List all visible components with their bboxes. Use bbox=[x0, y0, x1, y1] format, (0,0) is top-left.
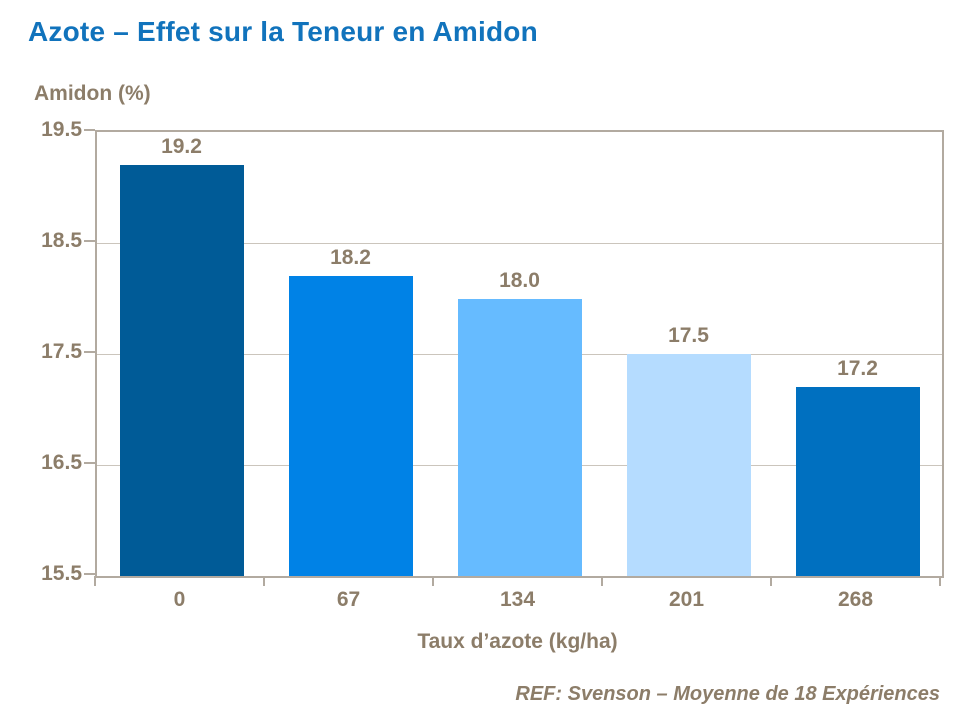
y-tick-mark bbox=[84, 462, 95, 464]
y-axis-title: Amidon (%) bbox=[34, 82, 151, 105]
x-tick-mark bbox=[263, 576, 265, 586]
bar-value-label: 19.2 bbox=[161, 135, 202, 159]
bar bbox=[795, 387, 920, 576]
y-tick-label: 16.5 bbox=[41, 451, 82, 474]
bar-value-label: 18.2 bbox=[330, 246, 371, 270]
y-tick-mark bbox=[84, 129, 95, 131]
bar bbox=[626, 354, 751, 576]
y-tick-mark bbox=[84, 351, 95, 353]
x-tick-mark bbox=[939, 576, 941, 586]
footer-reference: REF: Svenson – Moyenne de 18 Expériences bbox=[515, 683, 940, 705]
y-tick-mark bbox=[84, 573, 95, 575]
bar-value-label: 17.5 bbox=[668, 324, 709, 347]
y-tick-label: 18.5 bbox=[41, 229, 82, 252]
plot-area: 19.2 18.2 18.0 17.5 17.2 bbox=[95, 130, 944, 578]
x-category-label: 0 bbox=[173, 588, 186, 611]
y-tick-label: 17.5 bbox=[41, 340, 82, 363]
x-tick-mark bbox=[601, 576, 603, 586]
x-tick-mark bbox=[94, 576, 96, 586]
x-tick-mark bbox=[770, 576, 772, 586]
bar bbox=[288, 276, 413, 576]
y-tick-label: 15.5 bbox=[41, 562, 82, 585]
bar-value-label: 17.2 bbox=[837, 357, 878, 381]
chart-title: Azote – Effet sur la Teneur en Amidon bbox=[28, 16, 538, 47]
y-tick-mark bbox=[84, 240, 95, 242]
gridline bbox=[97, 243, 942, 244]
bar bbox=[119, 165, 244, 576]
y-tick-label: 19.5 bbox=[41, 118, 82, 141]
x-tick-mark bbox=[432, 576, 434, 586]
x-category-label: 268 bbox=[837, 588, 874, 611]
x-category-label: 201 bbox=[668, 588, 705, 611]
x-axis-title: Taux d’azote (kg/ha) bbox=[417, 630, 618, 653]
bar bbox=[457, 298, 582, 576]
x-category-label: 67 bbox=[336, 588, 361, 611]
bar-value-label: 18.0 bbox=[499, 268, 540, 292]
x-category-label: 134 bbox=[499, 588, 536, 611]
